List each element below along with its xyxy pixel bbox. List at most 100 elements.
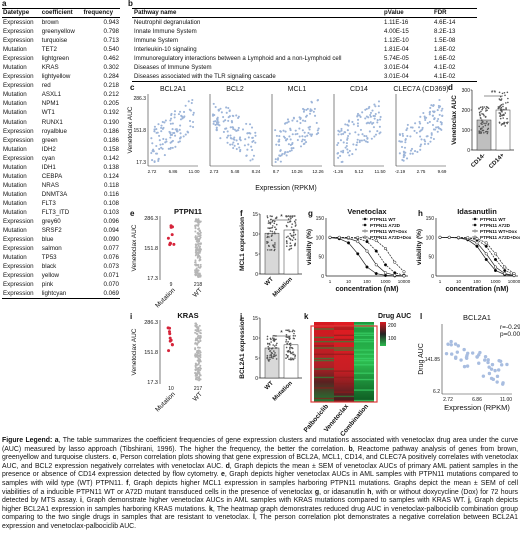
data-point [268, 222, 271, 224]
wt-point [197, 249, 200, 252]
table-row: Mutation ASXL1 0.212 [2, 90, 120, 99]
legend-marker [363, 235, 367, 239]
data-point [292, 351, 294, 353]
x-tick-label: 2.72 [148, 169, 157, 174]
table-cell: TET2 [41, 46, 57, 54]
scatter-point [351, 153, 354, 156]
table-cell: 0.138 [103, 163, 119, 171]
curve-point [475, 237, 479, 241]
panel-i-label: i [130, 312, 133, 321]
legend-marker [473, 229, 477, 233]
scatter-point [405, 129, 408, 132]
data-point [500, 99, 502, 102]
scatter-point [411, 152, 414, 155]
data-point [500, 106, 503, 109]
data-point [268, 348, 270, 351]
count-label: 10 [168, 386, 174, 392]
heatmap-cell [334, 338, 354, 341]
scatter-point [171, 128, 174, 131]
scatter-point [301, 138, 304, 141]
plot-title: PTPN11 [174, 207, 202, 216]
wt-point [194, 322, 197, 325]
scatter-point [254, 134, 257, 137]
curve-point [337, 235, 341, 239]
scatter-point [299, 118, 302, 121]
data-point [295, 224, 297, 226]
table-cell: 1.12E-10 [384, 37, 409, 44]
table-row: Expression lightyellow 0.284 [2, 72, 120, 81]
data-point [266, 249, 269, 251]
scatter-point [337, 133, 340, 136]
table-cell: 4.1E-02 [434, 64, 456, 71]
data-point [271, 337, 274, 339]
data-point [481, 119, 483, 122]
wt-point [196, 254, 199, 257]
scatter-point [254, 141, 257, 144]
data-point [266, 215, 269, 217]
scatter-point [462, 347, 466, 352]
scatter-point [246, 132, 249, 135]
table-cell: 1.11E-16 [384, 19, 409, 26]
table-row: Mutation KRAS 0.302 [2, 63, 120, 72]
scatter-point [174, 145, 177, 148]
scatter-point [274, 129, 277, 132]
data-point [270, 239, 273, 242]
data-point [484, 124, 487, 127]
data-point [481, 123, 483, 126]
scatter-point [233, 128, 236, 131]
scatter-point [301, 135, 304, 138]
y-tick-label: 100 [462, 128, 471, 134]
scatter-point [250, 126, 254, 129]
wt-point [198, 242, 201, 245]
x-tick-label: 10 [346, 279, 352, 284]
scatter-point [352, 143, 355, 146]
scatter-point [372, 121, 375, 124]
coefficient-frequency-table: Datetype coefficient frequency Expression b… [2, 8, 120, 300]
data-point [266, 338, 269, 340]
scatter-point [424, 140, 427, 143]
scatter-point [237, 126, 240, 130]
scatter-point [169, 132, 172, 135]
curve-point [512, 272, 516, 276]
scatter-point [235, 139, 238, 142]
scatter-point [369, 113, 372, 117]
data-point [285, 357, 287, 360]
scatter-point [179, 124, 182, 127]
wt-point [196, 370, 199, 373]
data-point [487, 107, 490, 110]
table-cell: 0.158 [103, 145, 119, 153]
table-cell: Innate Immune System [134, 28, 197, 35]
table-cell: 0.218 [103, 82, 119, 90]
table-row: Expression lightcyan 0.069 [2, 289, 120, 300]
data-point [269, 343, 271, 346]
scatter-point [232, 141, 235, 144]
scatter-point [365, 135, 368, 138]
scatter-point [244, 138, 247, 141]
table-cell: Mutation [3, 118, 27, 126]
legend-marker [473, 223, 477, 227]
legend-entry: PTPN11 A72D [370, 223, 401, 228]
data-point [271, 230, 273, 233]
data-point [285, 240, 288, 242]
wt-point [198, 273, 201, 276]
scatter-point [359, 115, 362, 119]
data-point [478, 107, 480, 110]
scatter-point [284, 130, 287, 133]
wt-point [197, 251, 200, 254]
scatter-point [477, 361, 481, 365]
table-cell: Mutation [3, 172, 27, 180]
data-point [483, 106, 485, 108]
scatter-point [403, 146, 407, 149]
scatter-point [440, 123, 443, 126]
heatmap-cell [334, 328, 354, 330]
scatter-point [150, 151, 153, 155]
wt-point [199, 334, 202, 337]
wt-point [199, 265, 202, 268]
x-tick-label: 1000 [380, 279, 391, 284]
table-row: Expression green 0.186 [2, 136, 120, 145]
x-tick-label: 11.50 [375, 169, 386, 174]
legend-title: Drug AUC [378, 313, 411, 320]
scatter-point [252, 154, 255, 157]
scatter-point [222, 130, 225, 133]
